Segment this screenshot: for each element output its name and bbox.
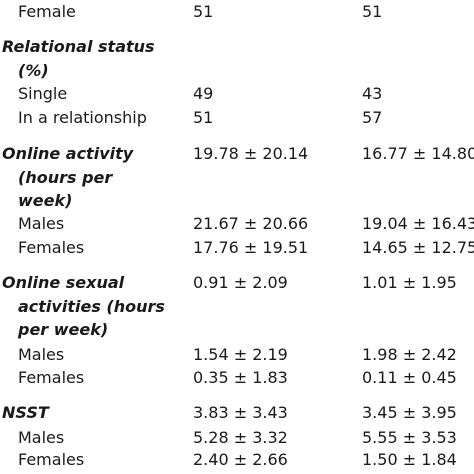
row-label: Single bbox=[18, 84, 68, 103]
cell-value: 0.11 ± 0.45 bbox=[362, 368, 457, 387]
cell-value: 1.01 ± 1.95 bbox=[362, 273, 457, 292]
cell-value: 51 bbox=[193, 2, 214, 21]
cell-value: 1.54 ± 2.19 bbox=[193, 345, 288, 364]
cell-value: 51 bbox=[362, 2, 383, 21]
row-header: (hours per bbox=[18, 167, 113, 187]
row-label: Males bbox=[18, 214, 65, 233]
row-header: Relational status bbox=[2, 37, 155, 56]
cell-value: 1.98 ± 2.42 bbox=[362, 345, 457, 364]
row-header: per week) bbox=[18, 320, 109, 339]
row-label: Female bbox=[18, 2, 76, 21]
row-label: Females bbox=[18, 368, 85, 387]
cell-value: 3.45 ± 3.95 bbox=[362, 403, 457, 422]
cell-value: 19.78 ± 20.14 bbox=[193, 144, 309, 163]
cell-value: 57 bbox=[362, 108, 383, 127]
cell-value: 0.91 ± 2.09 bbox=[193, 273, 288, 292]
row-header: Online sexual bbox=[2, 273, 125, 292]
row-label: Males bbox=[18, 428, 65, 447]
cell-value: 5.55 ± 3.53 bbox=[362, 428, 457, 447]
row-header: (%) bbox=[18, 60, 49, 80]
row-label: Females bbox=[18, 450, 85, 469]
cell-value: 21.67 ± 20.66 bbox=[193, 214, 309, 233]
cell-value: 2.40 ± 2.66 bbox=[193, 450, 288, 469]
cell-value: 19.04 ± 16.43 bbox=[362, 214, 474, 233]
cell-value: 0.35 ± 1.83 bbox=[193, 368, 288, 387]
cell-value: 51 bbox=[193, 108, 214, 127]
cell-value: 43 bbox=[362, 84, 383, 103]
row-header: week) bbox=[18, 191, 73, 210]
row-header: activities (hours bbox=[18, 296, 165, 316]
row-header: NSST bbox=[2, 403, 49, 422]
cell-value: 49 bbox=[193, 84, 214, 103]
cell-value: 14.65 ± 12.75 bbox=[362, 238, 474, 257]
cell-value: 1.50 ± 1.84 bbox=[362, 450, 457, 469]
row-label: Females bbox=[18, 238, 85, 257]
row-header: Online activity bbox=[2, 144, 134, 163]
cell-value: 16.77 ± 14.80 bbox=[362, 144, 474, 163]
cell-value: 3.83 ± 3.43 bbox=[193, 403, 288, 422]
row-label: In a relationship bbox=[18, 108, 147, 127]
row-label: Males bbox=[18, 345, 65, 364]
cell-value: 17.76 ± 19.51 bbox=[193, 238, 309, 257]
cell-value: 5.28 ± 3.32 bbox=[193, 428, 288, 447]
